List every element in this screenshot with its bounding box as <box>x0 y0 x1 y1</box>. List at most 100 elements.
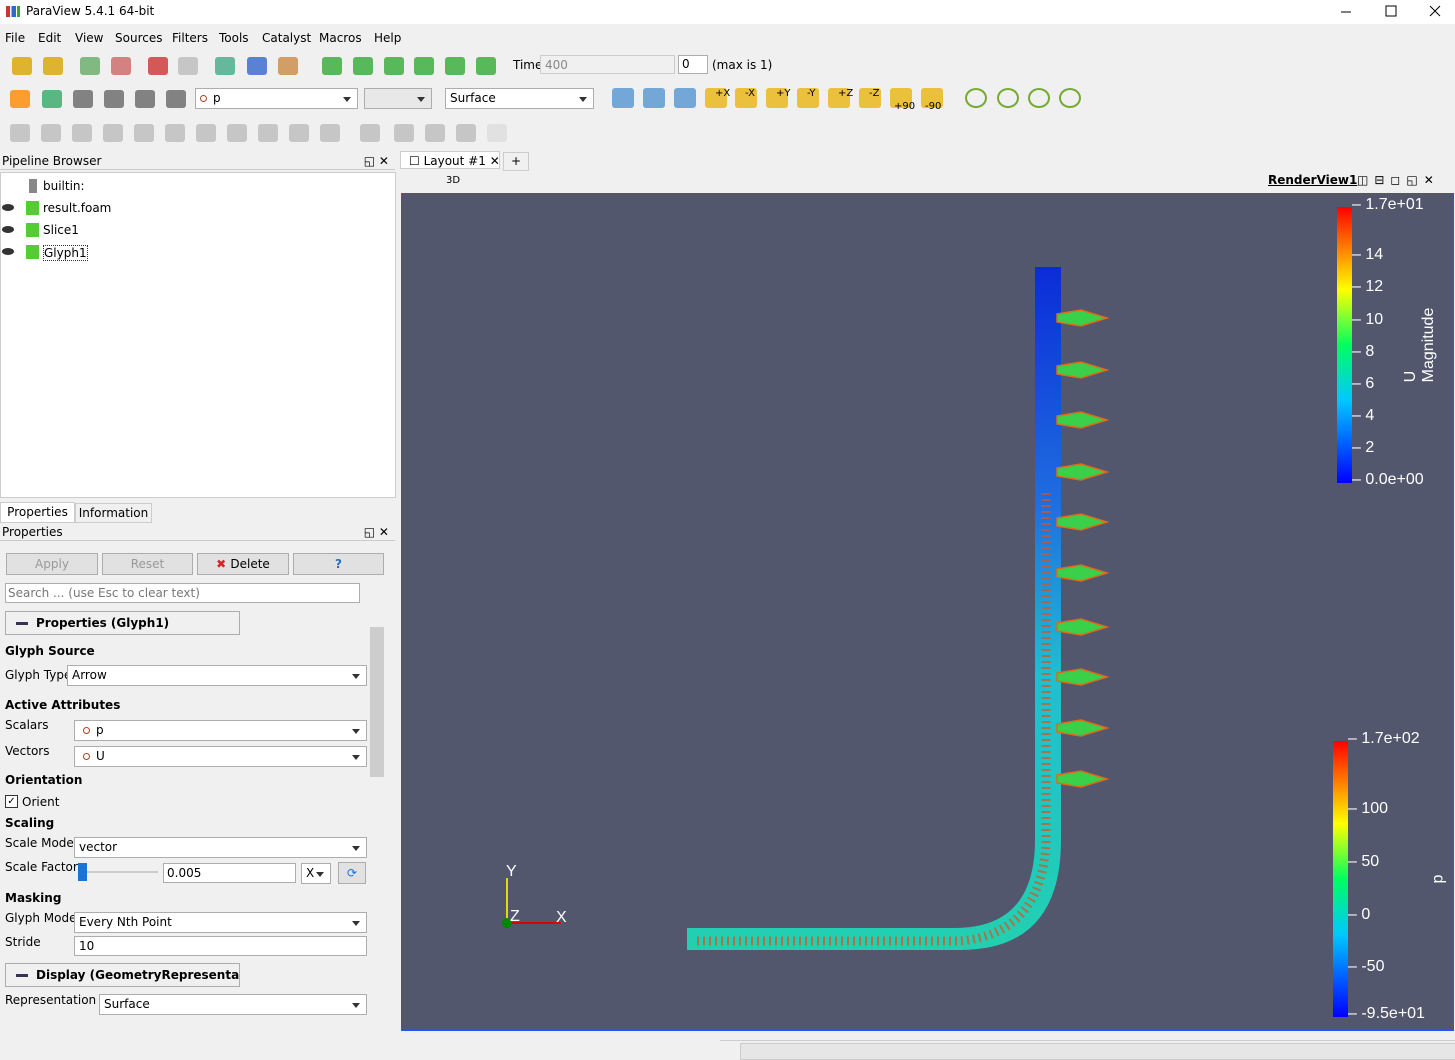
slider[interactable] <box>78 863 158 881</box>
camera-button[interactable] <box>997 88 1019 108</box>
toolbar-button[interactable] <box>42 90 62 108</box>
camera-button[interactable] <box>921 88 943 108</box>
toolbar-button[interactable] <box>196 124 216 142</box>
render-view[interactable] <box>401 193 1454 1031</box>
orient-checkbox[interactable]: ✓ <box>5 795 18 808</box>
tab[interactable]: Properties <box>0 502 75 523</box>
toolbar-button[interactable] <box>103 124 123 142</box>
toolbar-button[interactable] <box>278 57 298 75</box>
toolbar-button[interactable] <box>215 57 235 75</box>
camera-button[interactable] <box>859 88 881 108</box>
scale-axis[interactable]: X <box>301 863 331 884</box>
scalar-combo[interactable]: p <box>195 88 358 109</box>
menu-item[interactable]: Help <box>374 31 402 45</box>
menu-item[interactable]: Tools <box>219 31 249 45</box>
toolbar-button[interactable] <box>135 90 155 108</box>
toolbar-button[interactable] <box>227 124 247 142</box>
visibility-eye[interactable] <box>2 226 14 233</box>
toolbar-button[interactable] <box>12 57 32 75</box>
scale-mode[interactable]: vector <box>74 837 367 858</box>
toolbar-button[interactable] <box>80 57 100 75</box>
apply-button[interactable]: Apply <box>6 553 98 575</box>
toolbar-button[interactable] <box>258 124 278 142</box>
toolbar-button[interactable] <box>247 57 267 75</box>
menu-item[interactable]: File <box>5 31 26 45</box>
toolbar-button[interactable] <box>384 57 404 75</box>
delete-button[interactable]: ✖ Delete <box>197 553 289 575</box>
toolbar-button[interactable] <box>10 124 30 142</box>
camera-button[interactable] <box>797 88 819 108</box>
toolbar-button[interactable] <box>148 57 168 75</box>
toolbar-button[interactable] <box>320 124 340 142</box>
window-controls[interactable] <box>1330 0 1455 24</box>
toolbar-button[interactable] <box>414 57 434 75</box>
vectors-combo[interactable]: U <box>74 746 367 767</box>
menu-item[interactable]: Edit <box>38 31 62 45</box>
toolbar-button[interactable] <box>72 124 92 142</box>
camera-button[interactable] <box>766 88 788 108</box>
toolbar-button[interactable] <box>289 124 309 142</box>
add-tab[interactable]: + <box>503 152 529 171</box>
camera-button[interactable] <box>674 88 696 108</box>
view-controls[interactable]: ◫⊟◻◱✕ <box>1357 173 1440 187</box>
camera-button[interactable] <box>612 88 634 108</box>
reset-scale[interactable]: ⟳ <box>338 862 366 884</box>
help-button[interactable]: ? <box>293 553 384 575</box>
scalars-combo[interactable]: p <box>74 720 367 741</box>
scale-factor[interactable]: 0.005 <box>163 863 296 883</box>
toolbar-button[interactable] <box>166 90 186 108</box>
glyph-type[interactable]: Arrow <box>67 665 367 686</box>
toolbar-button[interactable] <box>425 124 445 142</box>
time-field[interactable]: 400 <box>540 55 675 74</box>
camera-button[interactable] <box>1028 88 1050 108</box>
toolbar-button[interactable] <box>41 124 61 142</box>
toolbar-button[interactable] <box>445 57 465 75</box>
visibility-eye[interactable] <box>2 248 14 255</box>
scrollbar[interactable] <box>370 612 384 1022</box>
representation[interactable]: Surface <box>99 994 367 1015</box>
pipeline-item[interactable]: Glyph1 <box>43 245 88 261</box>
glyph-mode[interactable]: Every Nth Point <box>74 912 367 933</box>
camera-button[interactable] <box>890 88 912 108</box>
time-index[interactable]: 0 <box>678 55 708 74</box>
pipeline-item[interactable]: Slice1 <box>43 223 79 237</box>
camera-button[interactable] <box>965 88 987 108</box>
reset-button[interactable]: Reset <box>102 553 193 575</box>
toolbar-button[interactable] <box>353 57 373 75</box>
camera-button[interactable] <box>828 88 850 108</box>
toolbar-button[interactable] <box>456 124 476 142</box>
toolbar-button[interactable] <box>104 90 124 108</box>
visibility-eye[interactable] <box>2 204 14 211</box>
toolbar-button[interactable] <box>360 124 380 142</box>
tab[interactable]: Information <box>75 503 152 523</box>
toolbar-button[interactable] <box>178 57 198 75</box>
menu-item[interactable]: Macros <box>319 31 362 45</box>
section-header[interactable]: Display (GeometryRepresentatic <box>5 963 240 987</box>
layout-tab[interactable]: ☐ Layout #1 ✕ <box>400 151 500 169</box>
mode-toggle[interactable]: 3D <box>446 175 461 186</box>
camera-button[interactable] <box>643 88 665 108</box>
toolbar-button[interactable] <box>487 124 507 142</box>
toolbar-button[interactable] <box>73 90 93 108</box>
search-field[interactable]: Search ... (use Esc to clear text) <box>5 583 360 603</box>
toolbar-button[interactable] <box>165 124 185 142</box>
toolbar-button[interactable] <box>134 124 154 142</box>
menu-item[interactable]: Filters <box>172 31 208 45</box>
camera-button[interactable] <box>1059 88 1081 108</box>
toolbar-button[interactable] <box>476 57 496 75</box>
representation-combo[interactable]: Surface <box>445 88 594 109</box>
toolbar-button[interactable] <box>322 57 342 75</box>
menu-item[interactable]: Catalyst <box>262 31 312 45</box>
component-combo[interactable] <box>364 88 432 109</box>
toolbar-button[interactable] <box>111 57 131 75</box>
camera-button[interactable] <box>735 88 757 108</box>
toolbar-button[interactable] <box>43 57 63 75</box>
toolbar-button[interactable] <box>10 90 30 108</box>
section-header[interactable]: Properties (Glyph1) <box>5 611 240 635</box>
pipeline-item[interactable]: builtin: <box>43 179 85 193</box>
menu-item[interactable]: Sources <box>115 31 163 45</box>
camera-button[interactable] <box>705 88 727 108</box>
stride[interactable]: 10 <box>74 936 367 956</box>
pipeline-item[interactable]: result.foam <box>43 201 112 215</box>
menu-item[interactable]: View <box>75 31 104 45</box>
